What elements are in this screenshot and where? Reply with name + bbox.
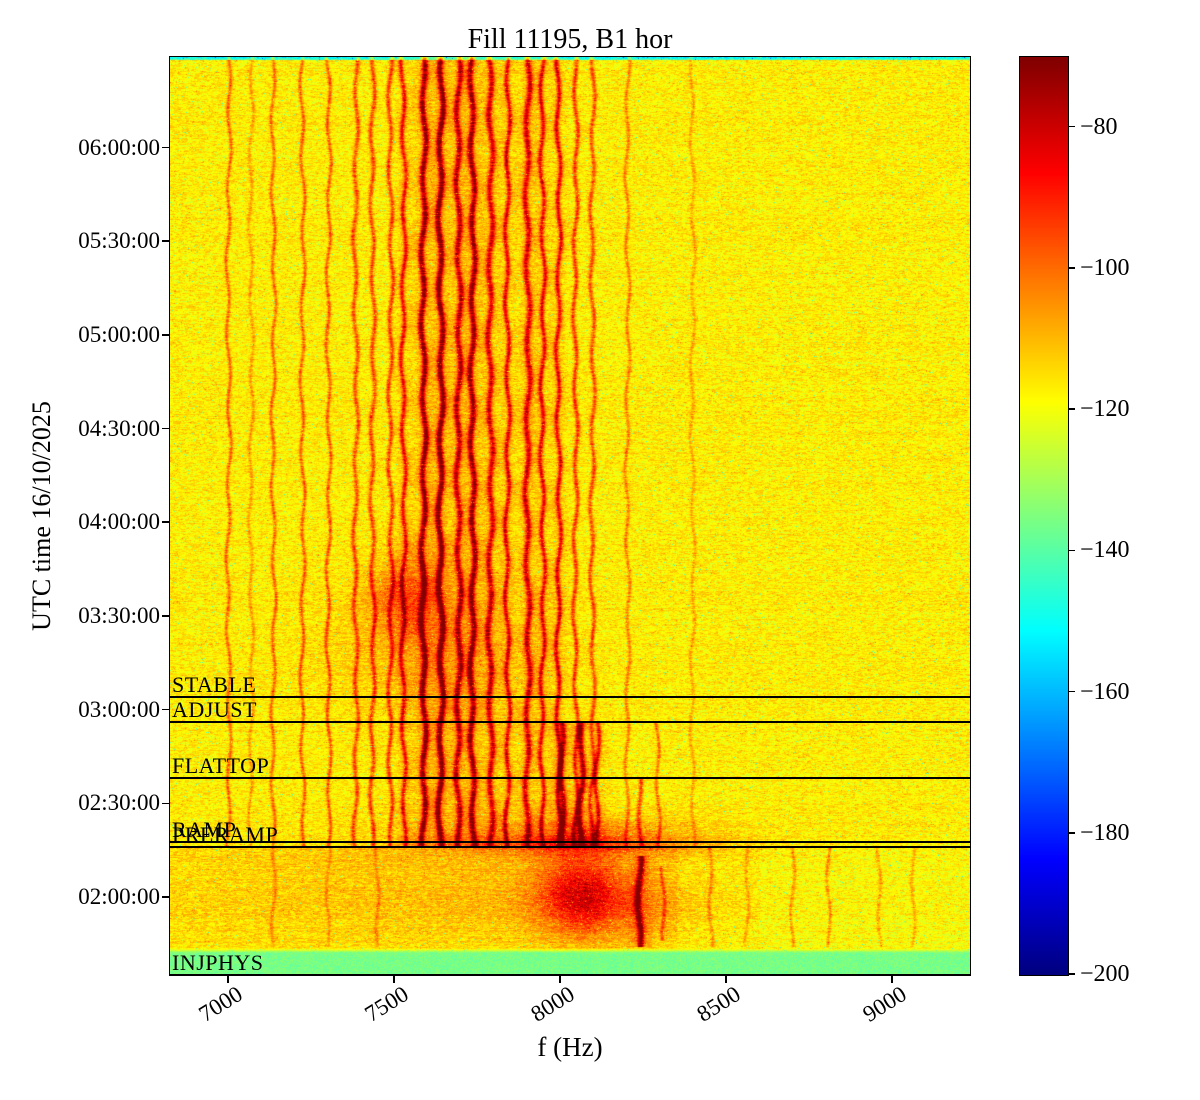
x-tick-mark — [559, 976, 561, 983]
spectrogram-canvas — [170, 57, 970, 975]
y-tick-label: 03:00:00 — [78, 696, 160, 722]
x-tick-mark — [227, 976, 229, 983]
y-tick-label: 03:30:00 — [78, 602, 160, 628]
colorbar — [1019, 56, 1069, 976]
beam-mode-label-stable: STABLE — [172, 672, 257, 698]
colorbar-tick-label: −80 — [1080, 113, 1118, 140]
x-tick-mark — [393, 976, 395, 983]
y-tick-mark — [162, 427, 169, 430]
chart-title: Fill 11195, B1 hor — [467, 24, 673, 55]
beam-mode-line-injphys — [170, 974, 970, 977]
colorbar-tick-label: −200 — [1080, 961, 1130, 987]
colorbar-tick-mark — [1068, 973, 1075, 975]
colorbar-tick-label: −160 — [1080, 678, 1130, 705]
y-tick-mark — [162, 146, 169, 149]
beam-mode-label-injphys: INJPHYS — [172, 950, 264, 975]
beam-mode-label-flattop: FLATTOP — [172, 753, 270, 779]
y-tick-label: 06:00:00 — [78, 134, 160, 160]
y-tick-label: 04:00:00 — [78, 509, 160, 535]
y-tick-mark — [162, 896, 169, 898]
y-tick-mark — [162, 521, 169, 523]
y-tick-mark — [162, 708, 169, 711]
x-tick-mark — [725, 976, 727, 983]
y-tick-mark — [162, 240, 169, 242]
colorbar-canvas — [1020, 57, 1068, 975]
colorbar-tick-label: −100 — [1080, 254, 1130, 281]
colorbar-tick-mark — [1068, 125, 1075, 128]
colorbar-tick-label: −140 — [1080, 537, 1130, 564]
y-tick-label: 02:30:00 — [78, 790, 160, 816]
beam-mode-line-adjust — [170, 721, 970, 724]
beam-mode-line-stable — [170, 696, 970, 699]
beam-mode-line-preramp — [170, 845, 970, 849]
y-tick-label: 05:00:00 — [78, 321, 160, 347]
beam-mode-label-ramp: RAMP — [172, 817, 237, 843]
y-tick-mark — [162, 802, 169, 804]
colorbar-tick-mark — [1068, 832, 1075, 834]
colorbar-tick-label: −180 — [1080, 819, 1130, 846]
beam-mode-label-preramp: PRERAMP — [172, 821, 279, 847]
beam-mode-label-adjust: ADJUST — [172, 697, 257, 723]
colorbar-tick-mark — [1068, 549, 1075, 552]
y-tick-mark — [162, 334, 169, 336]
y-tick-label: 02:00:00 — [78, 883, 160, 909]
y-tick-label: 05:30:00 — [78, 228, 160, 254]
x-axis-label: f (Hz) — [537, 1032, 603, 1062]
colorbar-tick-mark — [1068, 267, 1075, 269]
beam-mode-line-ramp — [170, 841, 970, 844]
beam-mode-line-flattop — [170, 777, 970, 780]
y-tick-label: 04:30:00 — [78, 415, 160, 441]
colorbar-tick-mark — [1068, 408, 1075, 410]
y-tick-mark — [162, 615, 169, 617]
colorbar-tick-mark — [1068, 690, 1075, 693]
x-tick-mark — [891, 976, 893, 983]
colorbar-tick-label: −120 — [1080, 396, 1130, 423]
